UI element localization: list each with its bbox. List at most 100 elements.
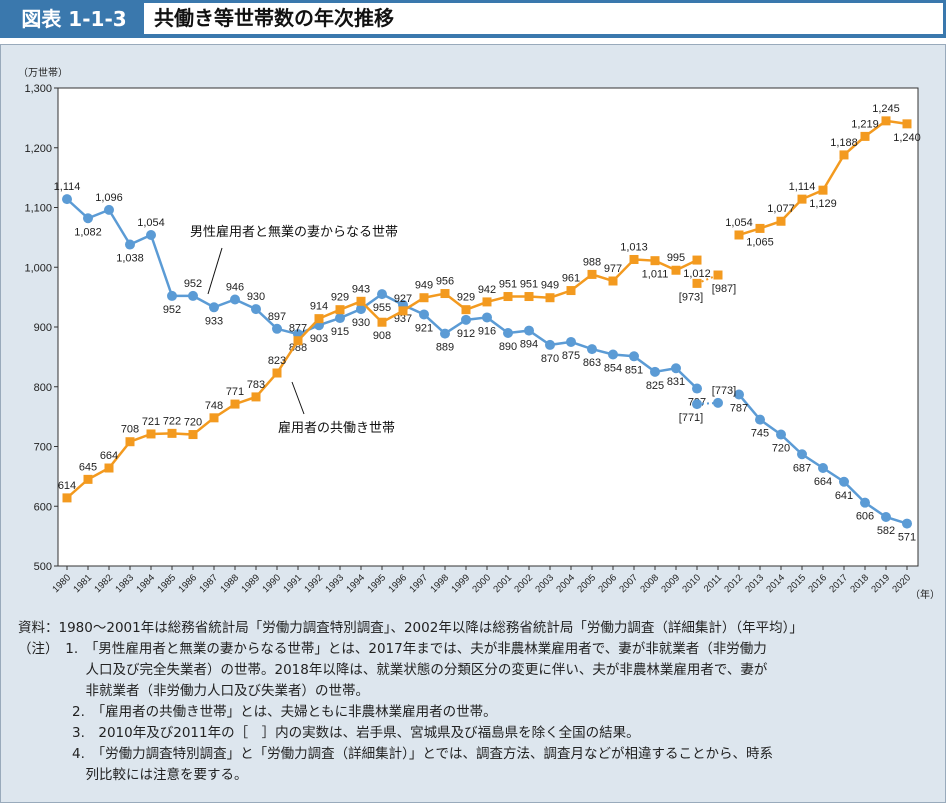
data-label: 951: [499, 279, 517, 291]
data-label: 1,245: [872, 103, 900, 115]
data-point: [104, 463, 114, 473]
data-point: [377, 289, 387, 300]
data-label: 952: [184, 278, 202, 290]
data-point: [524, 325, 534, 336]
data-label: 977: [604, 263, 622, 275]
note-line: 3. 2010年及び2011年の［ ］内の実数は、岩手県、宮城県及び福島県を除く…: [18, 725, 640, 741]
data-label: 875: [562, 350, 580, 362]
x-tick-label: 1983: [113, 572, 136, 595]
x-tick-label: 1990: [260, 572, 283, 595]
data-point: [251, 392, 261, 402]
data-point: [629, 351, 639, 362]
x-tick-label: 2017: [827, 572, 850, 595]
x-axis-label: （年）: [910, 588, 940, 601]
data-point: [629, 254, 639, 264]
data-point: [839, 150, 849, 160]
x-tick-label: 2010: [680, 572, 703, 595]
data-label: 614: [58, 480, 76, 492]
data-label: 894: [520, 339, 538, 351]
line-chart: 500 600 700 800 900 1,000 1,100 1,200 1,300 （万世帯）…: [18, 66, 940, 601]
data-point: [881, 116, 891, 126]
data-point: [146, 229, 156, 240]
data-label: 687: [793, 462, 811, 474]
data-point: [587, 344, 597, 355]
data-point: [860, 131, 870, 141]
y-tick-label: 1,000: [24, 262, 52, 274]
y-tick-label: 1,200: [24, 143, 52, 155]
data-point: [440, 289, 450, 299]
y-tick-label: 1,100: [24, 203, 52, 215]
data-label: 912: [457, 328, 475, 340]
data-point: [209, 413, 219, 423]
data-label: 916: [478, 325, 496, 337]
data-label: 771: [226, 386, 244, 398]
data-point: [272, 368, 282, 378]
data-point: [146, 429, 156, 439]
bracketed-connector: [696, 274, 719, 285]
note-line: 2. 「雇用者の共働き世帯」とは、夫婦ともに非農林業雇用者の世帯。: [18, 704, 497, 720]
y-tick-label: 700: [34, 442, 52, 454]
data-label: 930: [247, 291, 265, 303]
data-point: [83, 213, 93, 224]
data-label: 870: [541, 353, 559, 365]
data-point: [608, 349, 618, 360]
note-line: （注） 1. 「男性雇用者と無業の妻からなる世帯」とは、2017年までは、夫が非…: [18, 641, 767, 657]
data-label: 745: [751, 428, 769, 440]
y-tick-label: 1,300: [24, 83, 52, 95]
x-tick-label: 1992: [302, 572, 325, 595]
data-label: 897: [268, 311, 286, 323]
data-label: 748: [205, 400, 223, 412]
data-point: [608, 276, 618, 286]
data-label: 903: [310, 333, 328, 345]
note-line: 非就業者（非労働力人口及び失業者）の世帯。: [18, 683, 369, 699]
data-label: 1,054: [137, 217, 165, 229]
data-point: [83, 474, 93, 484]
data-point: [293, 336, 303, 346]
x-tick-label: 2009: [659, 572, 682, 595]
data-label: 1,011: [642, 269, 669, 281]
x-tick-label: 1994: [344, 572, 367, 595]
data-point: [650, 256, 660, 266]
data-label: 863: [583, 357, 601, 369]
y-tick-label: 800: [34, 382, 52, 394]
x-tick-label: 2007: [617, 572, 640, 595]
data-label: 664: [100, 450, 118, 462]
data-point: [545, 339, 555, 350]
annotation-arrow-orange: [291, 381, 305, 415]
x-tick-label: 1987: [197, 572, 220, 595]
x-tick-label: 2002: [512, 572, 535, 595]
data-point: [314, 314, 324, 324]
data-point: [356, 304, 366, 315]
y-tick-label: 900: [34, 322, 52, 334]
x-tick-label: 2001: [491, 572, 514, 595]
data-label: 1,096: [95, 192, 123, 204]
figure-header: 図表 1-1-3 共働き等世帯数の年次推移: [0, 0, 946, 38]
data-label: 1,038: [116, 253, 144, 265]
data-label: 1,065: [746, 236, 774, 248]
data-point: [398, 306, 408, 316]
data-point: [818, 463, 828, 474]
x-tick-label: 2011: [702, 572, 724, 594]
data-label: 851: [625, 364, 643, 376]
bracketed-label: [973]: [679, 291, 703, 303]
data-label: 720: [772, 443, 790, 455]
bracketed-connector: [696, 401, 719, 406]
x-tick-label: 2019: [869, 572, 892, 595]
data-point: [440, 328, 450, 339]
data-label: 1,012: [683, 268, 711, 280]
x-tick-label: 1988: [218, 572, 241, 595]
x-tick-label: 2004: [554, 572, 577, 595]
series-name-blue: 男性雇用者と無業の妻からなる世帯: [190, 224, 398, 239]
data-label: 1,114: [54, 181, 81, 193]
data-label: 915: [331, 326, 349, 338]
data-point: [356, 296, 366, 306]
note-line: 資料：1980～2001年は総務省統計局「労働力調査特別調査」、2002年以降は…: [18, 620, 803, 636]
data-point: [797, 194, 807, 204]
data-point: [503, 327, 513, 338]
data-point: [62, 194, 72, 205]
figure-title: 共働き等世帯数の年次推移: [144, 3, 943, 34]
data-label: 854: [604, 362, 622, 374]
data-point: [566, 336, 576, 347]
data-point: [125, 239, 135, 250]
x-tick-label: 1993: [323, 572, 346, 595]
